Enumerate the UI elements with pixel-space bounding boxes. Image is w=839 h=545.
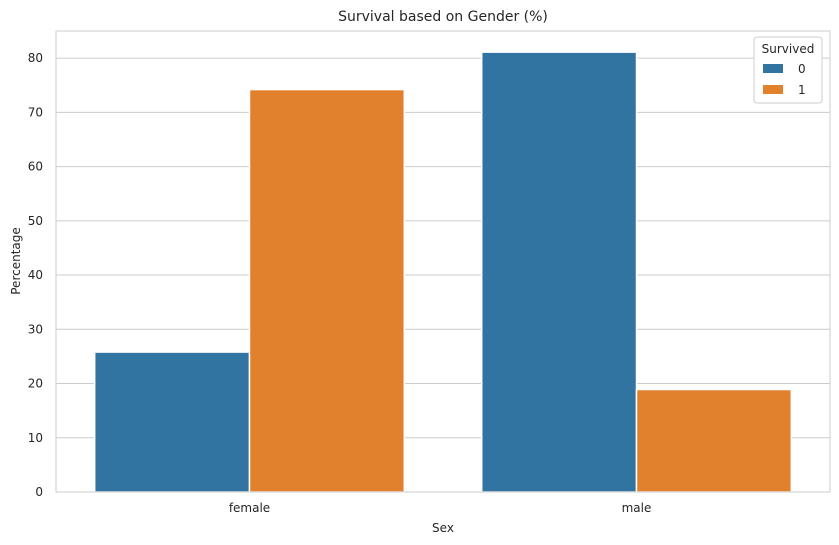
legend-label: 1: [798, 83, 806, 97]
legend-swatch: [763, 64, 783, 73]
chart-title: Survival based on Gender (%): [338, 9, 548, 25]
bar-male-series-0: [480, 51, 638, 493]
y-axis-label: Percentage: [9, 227, 23, 295]
y-tick-label: 50: [28, 214, 43, 228]
legend: Survived 01: [753, 36, 823, 104]
y-tick-label: 20: [28, 377, 43, 391]
x-tick-label: male: [622, 501, 652, 515]
y-axis-ticks: 0 10 20 30 40 50 60 70 80: [28, 51, 43, 499]
x-axis-label: Sex: [432, 521, 454, 535]
bars: [93, 51, 793, 493]
plot-area: [55, 30, 831, 493]
y-tick-label: 70: [28, 105, 43, 119]
legend-label: 0: [798, 62, 806, 76]
legend-items: 01: [763, 62, 806, 97]
bar-female-series-0: [93, 351, 251, 493]
y-tick-label: 10: [28, 431, 43, 445]
bar-male-series-1: [635, 388, 793, 493]
legend-swatch: [763, 85, 783, 94]
y-tick-label: 30: [28, 322, 43, 336]
x-axis-ticks: female male: [229, 501, 652, 515]
y-tick-label: 0: [35, 485, 43, 499]
plot-frame: [55, 30, 831, 493]
y-tick-label: 80: [28, 51, 43, 65]
x-tick-label: female: [229, 501, 270, 515]
y-tick-label: 60: [28, 160, 43, 174]
bar-female-series-1: [248, 88, 406, 493]
y-tick-label: 40: [28, 268, 43, 282]
legend-title: Survived: [762, 42, 815, 56]
